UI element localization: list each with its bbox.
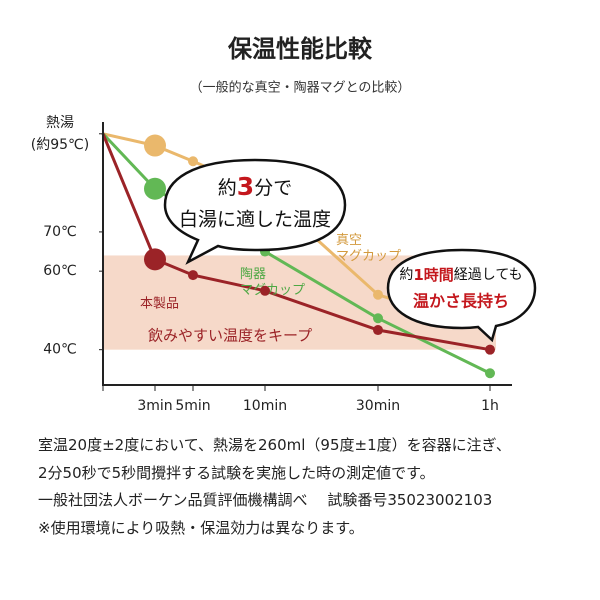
callout-text: 約3分で [218, 172, 292, 201]
callout-emphasis: 3 [237, 172, 254, 201]
y-tick-label: 70℃ [43, 224, 77, 240]
note: 2分50秒で5秒間攪拌する試験を実施した時の測定値です。 [38, 463, 435, 482]
data-point [144, 248, 166, 271]
callout-text: 約1時間経過しても [399, 266, 522, 284]
callout-2: 約1時間経過しても 温かさ長持ち [386, 248, 537, 343]
y-tick-label: 60℃ [43, 263, 77, 279]
notes: 室温20度±2度において、熱湯を260ml（95度±1度）を容器に注ぎ、 2分5… [38, 432, 511, 542]
data-point [260, 285, 270, 296]
series-label: 真空マグカップ [336, 233, 401, 264]
x-tick-label: 5min [175, 398, 210, 414]
band-label: 飲みやすい温度をキープ [148, 327, 312, 345]
callout-emphasis: 温かさ長持ち [412, 292, 509, 311]
x-tick-label: 30min [356, 398, 400, 414]
callout-1: 約3分で 白湯に適した温度 [163, 158, 347, 265]
series-line [101, 133, 491, 352]
callout-bubble [163, 158, 347, 265]
series-label: 陶器マグカップ [240, 266, 305, 298]
series-label: 本製品 [140, 297, 179, 312]
x-tick-label: 10min [243, 398, 287, 414]
chart: 保温性能比較 （一般的な真空・陶器マグとの比較） 飲みやすい温度をキープ 真空マ… [31, 35, 537, 414]
note: 室温20度±2度において、熱湯を260ml（95度±1度）を容器に注ぎ、 [38, 436, 511, 454]
data-point [485, 368, 495, 379]
data-point [144, 134, 166, 157]
x-tick-label: 1h [481, 398, 499, 414]
callout-text: 約 [218, 177, 237, 199]
chart-subtitle: （一般的な真空・陶器マグとの比較） [190, 80, 411, 96]
callout-bubble [386, 248, 537, 343]
data-point [485, 344, 495, 355]
data-point [188, 270, 198, 281]
data-point [373, 289, 383, 300]
y-tick-label: 40℃ [43, 342, 77, 358]
y-tick-label: 熱湯(約95℃) [31, 114, 89, 153]
x-tick-label: 3min [137, 398, 172, 414]
data-point [373, 313, 383, 324]
note: ※使用環境により吸熱・保温効力は異なります。 [38, 518, 364, 537]
callout-text: 約 [399, 267, 413, 283]
callout-text: 経過しても [454, 267, 523, 283]
data-point [188, 156, 198, 167]
callout-text: 白湯に適した温度 [179, 209, 331, 231]
callout-text: 分で [254, 177, 292, 199]
callout-emphasis: 1時間 [413, 266, 453, 284]
note: 一般社団法人ボーケン品質評価機構調べ 試験番号35023002103 [38, 491, 493, 509]
chart-title: 保温性能比較 [227, 35, 373, 63]
data-point [373, 325, 383, 336]
data-point [144, 177, 166, 200]
